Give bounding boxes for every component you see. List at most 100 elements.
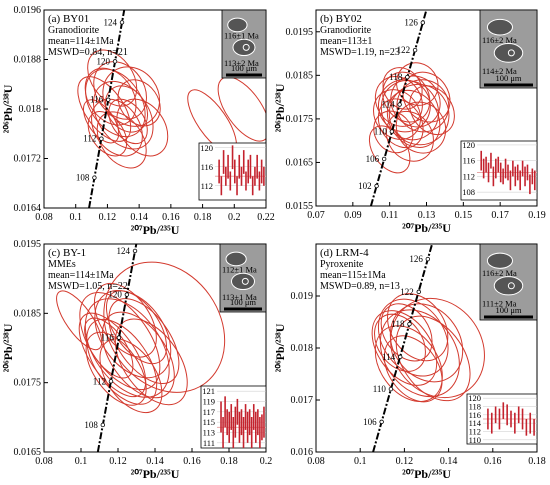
x-tick-label: 0.13 — [418, 210, 436, 221]
concordia-node — [132, 248, 138, 254]
x-tick-label: 0.19 — [528, 210, 546, 221]
concordia-age-label: 126 — [404, 18, 418, 28]
x-tick-label: 0.16 — [484, 456, 502, 467]
zircon-grain-image — [225, 251, 247, 267]
concordia-node — [412, 47, 418, 53]
stat-line: mean=113±1 — [320, 36, 372, 47]
x-tick-label: 0.09 — [344, 210, 362, 221]
x-tick-label: 0.1 — [354, 456, 367, 467]
y-tick-label: 0.019 — [291, 291, 314, 302]
concordia-age-label: 110 — [373, 384, 387, 394]
zircon-age-label: 116±2 Ma — [482, 35, 517, 45]
error-ellipse — [85, 68, 146, 138]
analysis-spot — [241, 277, 249, 285]
concordia-age-label: 108 — [76, 173, 90, 183]
error-ellipse — [382, 67, 423, 110]
stat-line: MSWD=1.05, n=22 — [48, 281, 128, 292]
error-ellipse — [382, 71, 431, 123]
concordia-node — [119, 20, 125, 25]
concordia-age-label: 124 — [117, 246, 131, 256]
ellipse-group — [368, 62, 455, 174]
x-tick-label: 0.22 — [257, 212, 275, 223]
error-ellipse — [116, 98, 169, 157]
error-ellipse — [117, 79, 161, 127]
inset-tick-label: 116 — [469, 410, 481, 420]
x-tick-label: 0.12 — [99, 212, 117, 223]
scale-bar-label: 100 μm — [231, 63, 257, 73]
concordia-node — [108, 379, 114, 384]
error-ellipse — [395, 101, 447, 154]
y-axis-title: ²⁰⁶Pb/²³⁸U — [1, 84, 15, 133]
error-ellipse — [93, 61, 147, 120]
concordia-age-label: 124 — [104, 17, 118, 27]
concordia-node — [112, 59, 118, 64]
x-tick-label: 0.14 — [440, 456, 458, 467]
concordia-age-label: 108 — [84, 420, 98, 430]
inset-tick-label: 121 — [202, 386, 215, 396]
inset-tick-label: 111 — [203, 438, 215, 448]
error-ellipse — [374, 325, 443, 402]
inset-tick-label: 116 — [201, 162, 213, 172]
error-ellipse — [377, 298, 449, 377]
y-tick-label: 0.0155 — [286, 201, 314, 212]
concordia-age-label: 114 — [381, 100, 395, 110]
concordia-node — [398, 354, 403, 360]
error-ellipse — [84, 317, 134, 379]
panel-label: (d) LRM-4 — [320, 247, 369, 259]
y-tick-label: 0.0188 — [14, 55, 42, 66]
zircon-age-label: 111±2 Ma — [482, 298, 517, 308]
concordia-age-label: 118 — [389, 72, 403, 82]
zircon-age-label: 114±2 Ma — [482, 66, 517, 76]
rock-type: Granodiorite — [48, 25, 100, 36]
x-tick-label: 0.14 — [130, 212, 148, 223]
y-axis-title: ²⁰⁶Pb/²³⁸U — [1, 323, 15, 372]
error-ellipse — [379, 309, 460, 398]
concordia-age-label: 112 — [93, 376, 106, 386]
scale-bar-label: 100 μm — [495, 305, 521, 315]
x-tick-label: 0.18 — [528, 456, 546, 467]
error-ellipse — [108, 98, 148, 145]
concordia-node — [425, 256, 431, 262]
zircon-grain-image — [231, 272, 255, 291]
concordia-curve — [88, 10, 126, 208]
inset-tick-label: 112 — [469, 427, 481, 437]
x-axis-title: ²⁰⁷Pb/²³⁵U — [131, 467, 180, 481]
x-tick-label: 0.16 — [183, 456, 201, 467]
inset-tick-label: 120 — [462, 140, 475, 150]
y-tick-label: 0.0196 — [14, 5, 42, 16]
concordia-age-label: 112 — [83, 134, 96, 144]
y-tick-label: 0.018 — [291, 343, 314, 354]
concordia-node — [388, 386, 394, 392]
x-axis-title: ²⁰⁷Pb/²³⁵U — [402, 467, 451, 481]
y-tick-label: 0.0195 — [286, 27, 314, 38]
x-tick-label: 0.18 — [194, 212, 212, 223]
concordia-node — [379, 419, 384, 425]
error-ellipse — [87, 111, 128, 157]
error-ellipse — [82, 99, 120, 144]
error-ellipse — [217, 76, 266, 142]
error-ellipse — [374, 313, 426, 372]
inset-tick-label: 118 — [469, 402, 481, 412]
concordia-age-label: 106 — [366, 154, 380, 164]
y-axis-title: ²⁰⁶Pb/²³⁸U — [273, 323, 287, 372]
concordia-node — [381, 156, 387, 162]
rock-type: Pyroxenite — [320, 259, 364, 270]
panel-1: 108 112 116 120 124 0.08 0.1 0.12 0.14 0.16 0.18 0.… — [1, 5, 275, 237]
x-axis-title: ²⁰⁷Pb/²³⁵U — [131, 223, 180, 237]
zircon-grain-image — [227, 17, 248, 33]
x-tick-label: 0.08 — [307, 456, 325, 467]
x-axis-title: ²⁰⁷Pb/²³⁵U — [402, 221, 451, 235]
stat-line: MSWD=1.19, n=23 — [320, 47, 400, 58]
error-ellipse — [374, 76, 423, 127]
error-ellipse — [78, 312, 147, 398]
zircon-age-label: 116±2 Ma — [482, 268, 517, 278]
inset-tick-label: 113 — [203, 428, 215, 438]
error-ellipse — [84, 67, 137, 126]
error-ellipse — [84, 298, 170, 398]
x-tick-label: 0.2 — [260, 456, 273, 467]
x-tick-label: 0.08 — [35, 212, 53, 223]
error-ellipse — [409, 85, 455, 136]
panel-label: (b) BY02 — [320, 13, 362, 25]
